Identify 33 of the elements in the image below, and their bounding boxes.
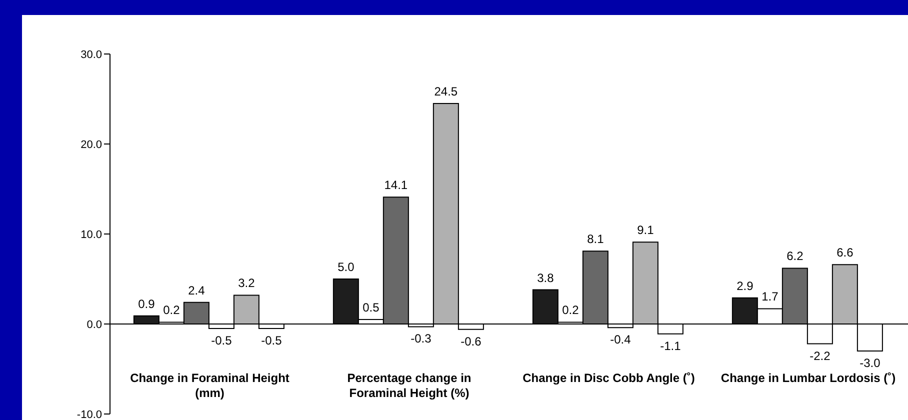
data-label: 24.5	[434, 84, 458, 98]
y-tick-label: 20.0	[80, 138, 102, 151]
data-label: 0.9	[138, 296, 156, 311]
data-label: 0.2	[562, 303, 580, 318]
data-label: 3.8	[537, 270, 554, 285]
data-label: 5.0	[338, 260, 355, 274]
data-label: 0.5	[362, 300, 380, 314]
x-tick-label: Percentage change in Foraminal Height (%)	[347, 371, 472, 400]
data-label: 0.2	[163, 303, 180, 318]
data-label: -3.0	[860, 356, 881, 370]
data-label: 2.9	[736, 278, 754, 293]
y-tick-label: 0.0	[86, 318, 102, 331]
data-label: 6.2	[786, 249, 804, 264]
data-label: 14.1	[384, 178, 408, 192]
y-tick-label: -10.0	[76, 408, 102, 420]
data-label: 1.7	[762, 290, 779, 304]
x-tick-label: Change in Lumbar Lordosis (˚)	[720, 371, 896, 385]
data-label: -2.2	[810, 348, 831, 363]
data-label: -0.3	[410, 332, 432, 346]
data-label: -0.6	[460, 334, 482, 348]
data-label: 9.1	[637, 223, 654, 238]
data-label: -0.5	[211, 334, 232, 348]
x-tick-label: Change in Foraminal Height (mm)	[130, 371, 290, 400]
x-tick-label: Change in Disc Cobb Angle (˚)	[522, 371, 695, 385]
data-label: -1.1	[660, 338, 682, 353]
data-label: 6.6	[836, 246, 854, 260]
y-tick-label: 10.0	[80, 228, 102, 241]
data-label: 2.4	[188, 283, 206, 298]
data-label: -0.5	[261, 334, 282, 348]
data-label: -0.4	[610, 332, 632, 347]
y-tick-label: 30.0	[80, 48, 102, 61]
data-label: 3.2	[238, 276, 256, 290]
data-label: 8.1	[587, 232, 604, 246]
